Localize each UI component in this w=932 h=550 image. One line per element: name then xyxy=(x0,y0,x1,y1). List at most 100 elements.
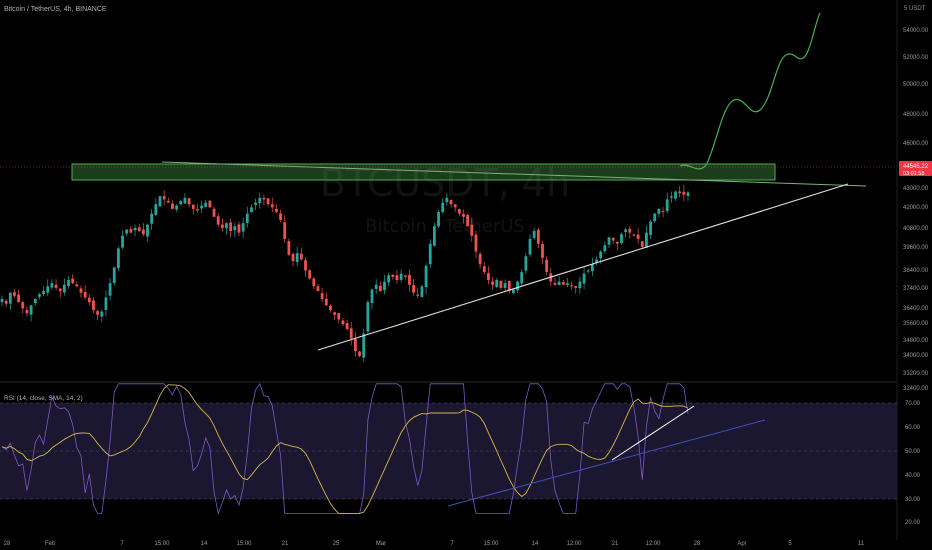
candle-body[interactable] xyxy=(474,234,478,252)
candle-body[interactable] xyxy=(420,286,424,297)
candle-body[interactable] xyxy=(595,259,598,263)
candle-body[interactable] xyxy=(645,232,648,248)
candle-body[interactable] xyxy=(395,275,399,280)
candle-body[interactable] xyxy=(574,286,578,288)
candle-body[interactable] xyxy=(200,205,203,209)
candle-body[interactable] xyxy=(262,197,266,200)
currency-label[interactable]: 5 USDT xyxy=(904,6,926,12)
candle-body[interactable] xyxy=(104,297,108,310)
candle-body[interactable] xyxy=(250,207,253,213)
projection-path[interactable] xyxy=(679,12,821,170)
candle-body[interactable] xyxy=(279,213,282,220)
candle-body[interactable] xyxy=(391,274,395,277)
candle-body[interactable] xyxy=(462,213,465,217)
candle-body[interactable] xyxy=(287,241,291,255)
candle-body[interactable] xyxy=(532,231,536,238)
candle-body[interactable] xyxy=(528,238,532,255)
candle-body[interactable] xyxy=(499,280,503,288)
candle-body[interactable] xyxy=(191,204,195,209)
candle-body[interactable] xyxy=(17,294,21,303)
candle-body[interactable] xyxy=(54,284,58,288)
candle-body[interactable] xyxy=(453,204,457,208)
candle-body[interactable] xyxy=(241,223,245,232)
candle-body[interactable] xyxy=(13,292,16,296)
candle-body[interactable] xyxy=(632,234,636,236)
candle-body[interactable] xyxy=(541,243,544,258)
candle-body[interactable] xyxy=(42,291,45,294)
candle-body[interactable] xyxy=(495,280,499,288)
candle-body[interactable] xyxy=(432,226,436,246)
candle-body[interactable] xyxy=(33,298,37,304)
candle-body[interactable] xyxy=(196,209,199,211)
candle-body[interactable] xyxy=(141,229,145,235)
candle-body[interactable] xyxy=(79,288,83,293)
candle-body[interactable] xyxy=(615,241,619,244)
candle-body[interactable] xyxy=(166,201,170,203)
candle-body[interactable] xyxy=(570,285,573,287)
candle-body[interactable] xyxy=(511,289,515,294)
candle-body[interactable] xyxy=(387,275,391,283)
candle-body[interactable] xyxy=(428,243,432,265)
candle-body[interactable] xyxy=(0,298,4,303)
candle-body[interactable] xyxy=(46,286,50,293)
candle-body[interactable] xyxy=(158,196,162,207)
candle-body[interactable] xyxy=(624,229,628,233)
candle-body[interactable] xyxy=(408,274,411,285)
candle-body[interactable] xyxy=(150,213,154,224)
candle-body[interactable] xyxy=(220,224,224,228)
candle-body[interactable] xyxy=(674,191,677,199)
candle-body[interactable] xyxy=(308,270,312,279)
candle-body[interactable] xyxy=(553,282,557,285)
candle-body[interactable] xyxy=(204,202,208,207)
candle-body[interactable] xyxy=(320,293,324,299)
candle-body[interactable] xyxy=(349,328,353,339)
candle-body[interactable] xyxy=(628,228,632,233)
candle-body[interactable] xyxy=(62,284,66,293)
candle-body[interactable] xyxy=(225,223,228,229)
candle-body[interactable] xyxy=(669,196,673,198)
candle-body[interactable] xyxy=(154,204,158,215)
candle-body[interactable] xyxy=(291,253,295,262)
candle-body[interactable] xyxy=(266,198,270,205)
candle-body[interactable] xyxy=(275,208,278,213)
candle-body[interactable] xyxy=(370,289,374,303)
candle-body[interactable] xyxy=(258,197,262,204)
candle-body[interactable] xyxy=(71,278,75,284)
candle-body[interactable] xyxy=(58,288,62,292)
candle-body[interactable] xyxy=(557,281,561,285)
candle-body[interactable] xyxy=(636,234,640,239)
candle-body[interactable] xyxy=(208,200,212,208)
candle-body[interactable] xyxy=(75,284,79,287)
candle-body[interactable] xyxy=(254,202,258,206)
candle-body[interactable] xyxy=(146,224,149,237)
candle-body[interactable] xyxy=(358,351,361,356)
candle-body[interactable] xyxy=(133,227,137,231)
candle-body[interactable] xyxy=(4,300,8,304)
candle-body[interactable] xyxy=(366,302,370,332)
rsi-trendline[interactable] xyxy=(447,419,766,507)
candle-body[interactable] xyxy=(270,204,274,208)
candle-body[interactable] xyxy=(125,229,129,234)
candle-body[interactable] xyxy=(353,339,357,352)
candle-body[interactable] xyxy=(50,283,54,288)
candle-body[interactable] xyxy=(491,281,494,285)
candle-body[interactable] xyxy=(603,245,607,252)
candle-body[interactable] xyxy=(611,237,615,241)
candle-body[interactable] xyxy=(412,284,415,293)
candle-body[interactable] xyxy=(520,272,524,284)
candle-body[interactable] xyxy=(578,281,582,289)
candle-body[interactable] xyxy=(299,253,303,260)
candle-body[interactable] xyxy=(175,205,179,210)
candle-body[interactable] xyxy=(337,313,341,320)
candle-body[interactable] xyxy=(516,281,519,291)
candle-body[interactable] xyxy=(8,292,12,304)
candle-body[interactable] xyxy=(345,323,349,329)
candle-body[interactable] xyxy=(487,273,490,280)
candle-body[interactable] xyxy=(403,275,407,277)
candle-body[interactable] xyxy=(545,259,549,273)
candle-body[interactable] xyxy=(179,201,183,205)
candle-body[interactable] xyxy=(229,222,233,232)
candle-body[interactable] xyxy=(599,251,603,259)
candle-body[interactable] xyxy=(67,280,70,286)
